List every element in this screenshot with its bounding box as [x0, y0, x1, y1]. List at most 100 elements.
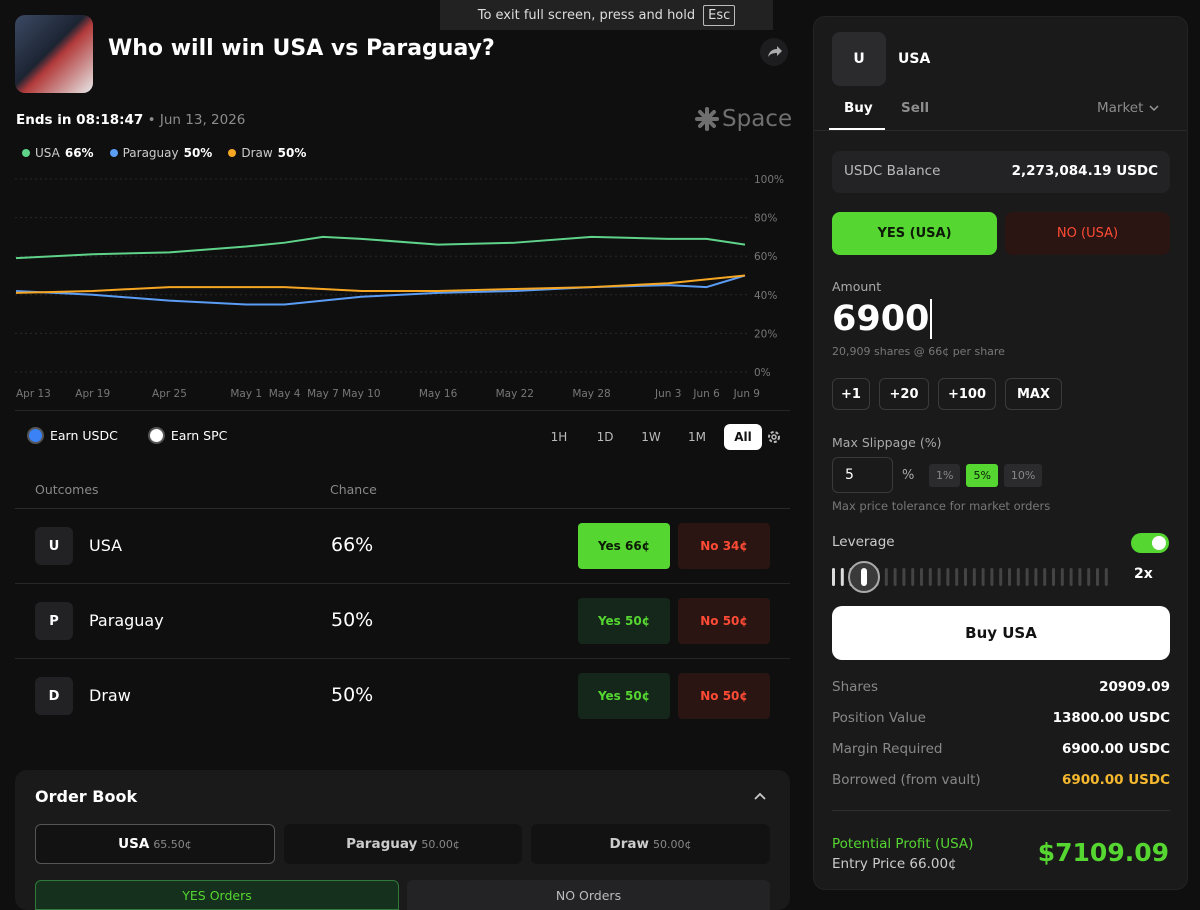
brand-logo: Space [694, 106, 792, 132]
market-thumbnail [15, 15, 93, 93]
yes-button[interactable]: Yes 50¢ [578, 598, 670, 644]
increment-button[interactable]: +1 [832, 378, 870, 410]
slider-tick [937, 568, 941, 586]
slippage-hint: Max price tolerance for market orders [832, 499, 1051, 513]
header-cell: Outcomes [35, 482, 99, 497]
order-book-tab[interactable]: Draw 50.00¢ [531, 824, 770, 864]
outcome-chance: 50% [331, 684, 374, 706]
sell-tab[interactable]: Sell [901, 100, 930, 116]
slider-tick [1008, 568, 1011, 586]
brand-name: Space [722, 106, 793, 132]
amount-label: Amount [832, 279, 882, 294]
y-tick-label: 80% [754, 213, 777, 225]
summary-row: Borrowed (from vault) 6900.00 USDC [832, 772, 1170, 803]
x-tick-label: May 4 [269, 388, 301, 400]
outcome-initial: D [35, 677, 73, 715]
profit-label: Potential Profit (USA) [832, 836, 974, 852]
market-initial: U [832, 32, 886, 86]
buy-tab[interactable]: Buy [844, 100, 873, 116]
outcome-row: U USA 66% Yes 66¢ No 34¢ [15, 509, 790, 584]
earn-button[interactable]: Earn USDC [27, 427, 118, 444]
amount-input[interactable]: 6900 [832, 299, 933, 339]
range-button[interactable]: 1D [596, 430, 614, 444]
slippage-input[interactable]: 5 [832, 457, 893, 493]
ends-row: Ends in 08:18:47 • Jun 13, 2026 [16, 112, 246, 128]
order-book-tab[interactable]: Paraguay 50.00¢ [284, 824, 522, 864]
slider-tick [1069, 568, 1073, 586]
earn-button[interactable]: Earn SPC [147, 427, 228, 444]
chart-settings[interactable] [766, 429, 782, 445]
divider [832, 810, 1170, 811]
slippage-preset[interactable]: 1% [929, 464, 961, 487]
outcome-name: USA [89, 536, 123, 555]
leverage-toggle[interactable] [1131, 533, 1169, 553]
divider [15, 410, 790, 411]
tab-name: USA [118, 836, 150, 852]
increment-button[interactable]: MAX [1005, 378, 1062, 410]
slider-tick [1025, 568, 1029, 586]
trade-panel: U USA Buy Sell Market USDC Balance 2,273… [813, 16, 1188, 890]
legend-value: 66% [64, 146, 94, 160]
increment-button[interactable]: +100 [938, 378, 996, 410]
increment-button[interactable]: +20 [879, 378, 929, 410]
order-side-tab[interactable]: NO Orders [407, 880, 770, 910]
yes-button[interactable]: Yes 50¢ [578, 673, 670, 719]
series-line [15, 274, 746, 294]
slider-tick [1104, 568, 1108, 586]
order-type-label: Market [1097, 100, 1144, 116]
share-button[interactable] [760, 38, 788, 66]
no-side-button[interactable]: NO (USA) [1005, 212, 1170, 255]
slider-tick [1052, 568, 1055, 586]
series-line [15, 274, 746, 306]
slider-tick [1060, 568, 1064, 586]
outcome-name: Paraguay [89, 611, 164, 630]
balance-box: USDC Balance 2,273,084.19 USDC [832, 151, 1170, 193]
outcome-chance: 66% [331, 534, 374, 556]
slider-tick [920, 568, 923, 586]
yes-side-button[interactable]: YES (USA) [832, 212, 997, 255]
legend-item: USA 66% [22, 146, 94, 160]
order-book-tab[interactable]: USA 65.50¢ [35, 824, 275, 864]
balance-value: 2,273,084.19 USDC [1011, 163, 1158, 179]
slider-tick [1043, 568, 1047, 586]
slippage-unit: % [902, 468, 915, 483]
no-button[interactable]: No 34¢ [678, 523, 770, 569]
slider-tick [928, 568, 932, 586]
hint-key: Esc [703, 4, 736, 26]
earn-icon [147, 427, 165, 444]
range-button[interactable]: All [724, 424, 762, 450]
tab-name: Draw [609, 836, 649, 852]
slider-tick [832, 568, 835, 586]
slippage-preset[interactable]: 10% [1003, 464, 1043, 487]
order-side-tab[interactable]: YES Orders [35, 880, 399, 910]
range-button[interactable]: 1W [641, 430, 661, 444]
outcome-initial: P [35, 602, 73, 640]
legend-value: 50% [183, 146, 213, 160]
outcome-initial: U [35, 527, 73, 565]
no-button[interactable]: No 50¢ [678, 598, 770, 644]
range-button[interactable]: 1M [688, 430, 706, 444]
increment-buttons: +1 +20 +100 MAX [832, 378, 1062, 410]
yes-button[interactable]: Yes 66¢ [578, 523, 670, 569]
range-button[interactable]: 1H [550, 430, 568, 444]
chevron [1149, 105, 1159, 112]
collapse-button[interactable] [752, 788, 768, 804]
slider-tick [1016, 568, 1020, 586]
slider-tick [1087, 568, 1091, 586]
slippage-preset[interactable]: 5% [966, 464, 998, 487]
buy-button[interactable]: Buy USA [832, 606, 1170, 660]
leverage-slider[interactable] [830, 559, 1112, 595]
no-button[interactable]: No 50¢ [678, 673, 770, 719]
outcome-row: D Draw 50% Yes 50¢ No 50¢ [15, 659, 790, 733]
slider-tick [946, 568, 950, 586]
earn-label: Earn SPC [170, 428, 228, 443]
legend-name: USA [35, 146, 60, 160]
legend-name: Draw [241, 146, 273, 160]
order-type[interactable]: Market [1097, 100, 1160, 116]
slippage-label: Max Slippage (%) [832, 435, 942, 450]
brand-icon [695, 107, 719, 131]
tab-price: 50.00¢ [421, 837, 460, 851]
toggle-knob [1152, 536, 1166, 550]
slider-knob-core [861, 568, 867, 586]
range-selector: 1H 1D 1W 1M All [540, 424, 762, 450]
